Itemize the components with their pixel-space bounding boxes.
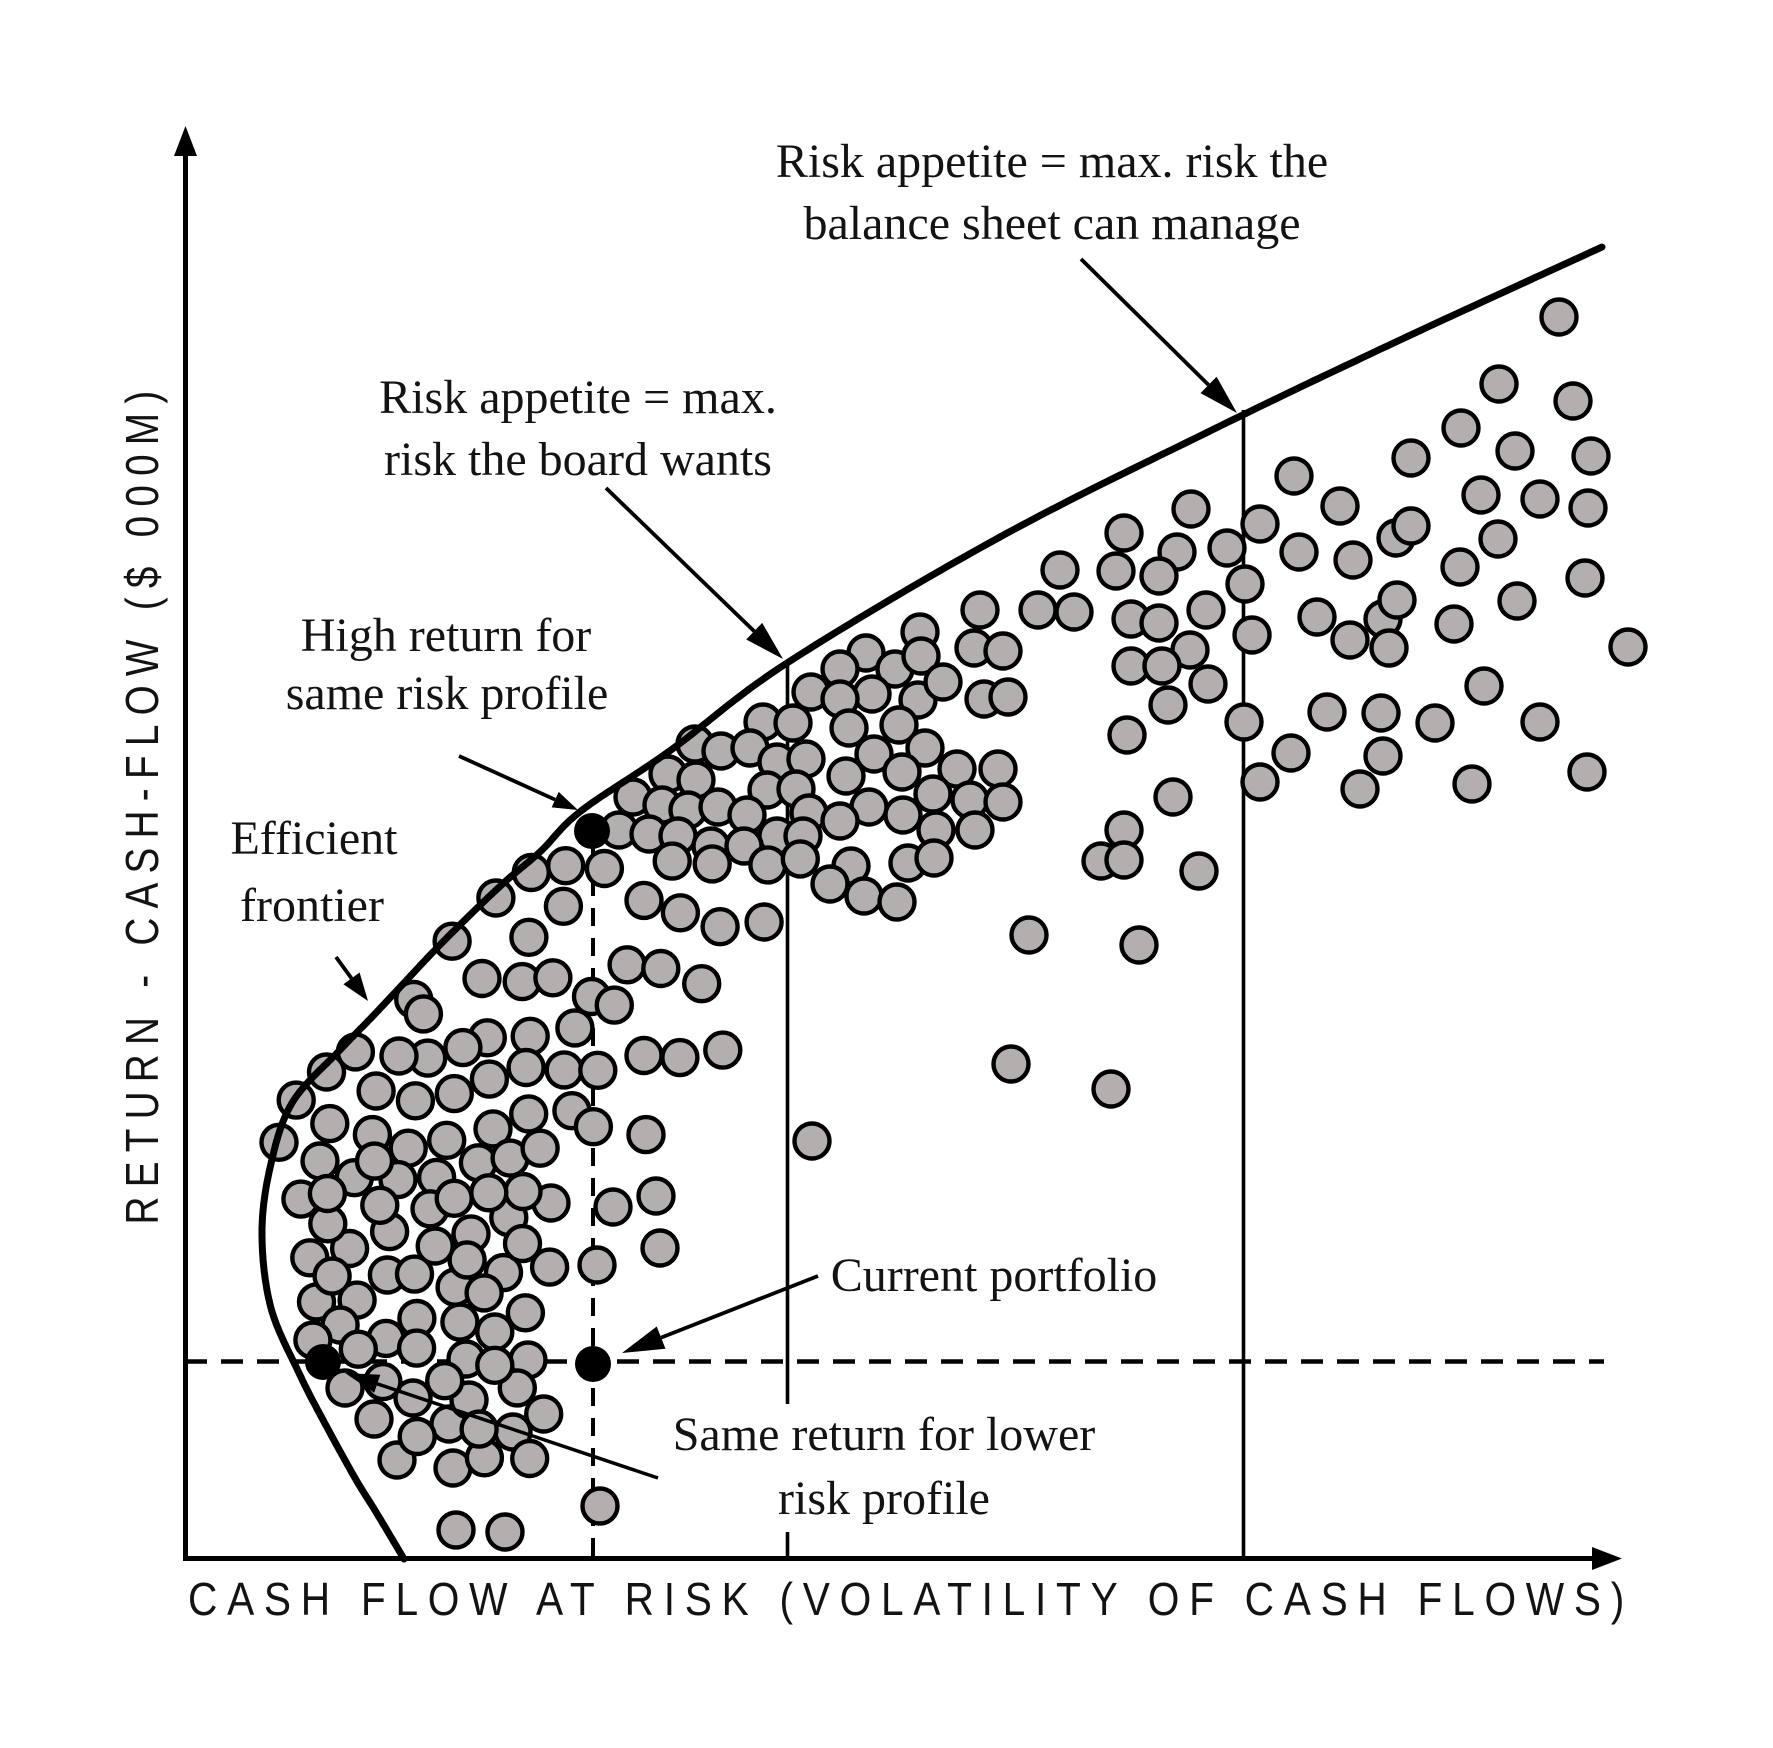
svg-text:RETURN - CASH-FLOW ($ 000M): RETURN - CASH-FLOW ($ 000M) xyxy=(116,382,168,1225)
svg-text:CASH FLOW AT RISK (VOLATILITY: CASH FLOW AT RISK (VOLATILITY OF CASH FL… xyxy=(188,1573,1634,1625)
svg-text:Efficient: Efficient xyxy=(230,812,398,865)
svg-text:Same return for lower: Same return for lower xyxy=(673,1408,1096,1461)
svg-text:Current portfolio: Current portfolio xyxy=(831,1249,1158,1302)
svg-text:same risk profile: same risk profile xyxy=(286,667,609,720)
svg-text:balance sheet can manage: balance sheet can manage xyxy=(803,197,1300,250)
svg-text:risk profile: risk profile xyxy=(778,1472,990,1525)
svg-text:Risk appetite = max. risk the: Risk appetite = max. risk the xyxy=(776,135,1328,188)
svg-text:frontier: frontier xyxy=(240,879,384,932)
svg-text:Risk appetite = max.: Risk appetite = max. xyxy=(379,371,777,424)
svg-text:risk the board wants: risk the board wants xyxy=(384,433,772,486)
svg-text:High return for: High return for xyxy=(301,609,592,662)
